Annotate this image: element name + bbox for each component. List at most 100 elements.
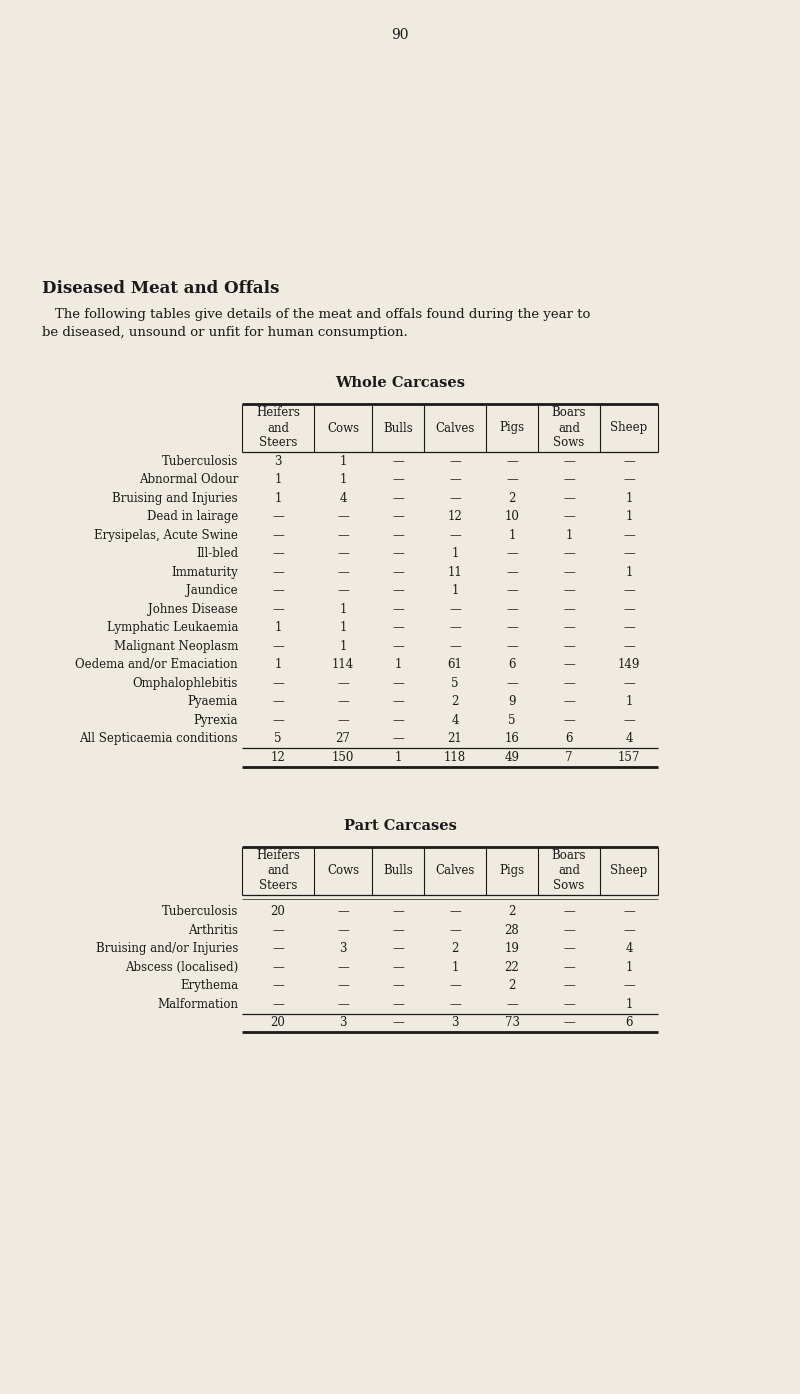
Text: 12: 12 (448, 510, 462, 523)
Text: Malignant Neoplasm: Malignant Neoplasm (114, 640, 238, 652)
Text: 27: 27 (335, 732, 350, 746)
Text: 2: 2 (508, 492, 516, 505)
Text: —: — (563, 979, 575, 993)
Text: —: — (392, 979, 404, 993)
Text: —: — (392, 640, 404, 652)
Text: —: — (392, 454, 404, 468)
Text: —: — (272, 942, 284, 955)
Text: Arthritis: Arthritis (188, 924, 238, 937)
Text: —: — (563, 640, 575, 652)
Text: —: — (449, 622, 461, 634)
Text: 2: 2 (451, 696, 458, 708)
Text: —: — (337, 510, 349, 523)
Text: —: — (272, 676, 284, 690)
Text: —: — (623, 528, 635, 542)
Text: Abnormal Odour: Abnormal Odour (138, 473, 238, 487)
Text: Bulls: Bulls (383, 864, 413, 877)
Text: —: — (392, 960, 404, 974)
Text: 49: 49 (505, 751, 519, 764)
Text: —: — (506, 640, 518, 652)
Text: Oedema and/or Emaciation: Oedema and/or Emaciation (75, 658, 238, 672)
Text: —: — (392, 696, 404, 708)
Text: —: — (392, 714, 404, 726)
Text: Calves: Calves (435, 421, 474, 435)
Text: —: — (337, 979, 349, 993)
Text: —: — (337, 696, 349, 708)
Text: The following tables give details of the meat and offals found during the year t: The following tables give details of the… (55, 308, 590, 321)
Text: 22: 22 (505, 960, 519, 974)
Text: —: — (563, 924, 575, 937)
Text: —: — (449, 602, 461, 616)
Text: —: — (623, 548, 635, 560)
Text: Boars
and
Sows: Boars and Sows (552, 407, 586, 449)
Text: —: — (392, 942, 404, 955)
Text: 1: 1 (451, 548, 458, 560)
Text: —: — (272, 640, 284, 652)
Text: —: — (449, 905, 461, 919)
Text: All Septicaemia conditions: All Septicaemia conditions (79, 732, 238, 746)
Text: —: — (563, 905, 575, 919)
Text: —: — (449, 924, 461, 937)
Text: —: — (506, 998, 518, 1011)
Text: —: — (449, 640, 461, 652)
Text: 3: 3 (451, 1016, 458, 1029)
Text: 20: 20 (270, 905, 286, 919)
Text: —: — (563, 602, 575, 616)
Text: —: — (392, 528, 404, 542)
Text: —: — (506, 584, 518, 597)
Text: —: — (623, 714, 635, 726)
Text: 1: 1 (566, 528, 573, 542)
Text: 4: 4 (626, 942, 633, 955)
Text: Pigs: Pigs (499, 421, 525, 435)
Text: —: — (506, 622, 518, 634)
Text: —: — (337, 528, 349, 542)
Text: —: — (623, 676, 635, 690)
Text: —: — (392, 732, 404, 746)
Text: —: — (449, 528, 461, 542)
Text: 157: 157 (618, 751, 640, 764)
Text: 6: 6 (508, 658, 516, 672)
Text: Johnes Disease: Johnes Disease (148, 602, 238, 616)
Text: —: — (337, 998, 349, 1011)
Text: Part Carcases: Part Carcases (343, 818, 457, 832)
Text: —: — (392, 1016, 404, 1029)
Text: —: — (506, 566, 518, 579)
Text: Whole Carcases: Whole Carcases (335, 376, 465, 390)
Text: 1: 1 (339, 622, 346, 634)
Text: —: — (449, 473, 461, 487)
Text: —: — (272, 979, 284, 993)
Text: Bulls: Bulls (383, 421, 413, 435)
Text: —: — (449, 979, 461, 993)
Text: —: — (623, 473, 635, 487)
Text: Sheep: Sheep (610, 864, 648, 877)
Text: —: — (392, 584, 404, 597)
Text: —: — (563, 622, 575, 634)
Text: Sheep: Sheep (610, 421, 648, 435)
Text: —: — (272, 696, 284, 708)
Text: Erythema: Erythema (180, 979, 238, 993)
Text: 90: 90 (391, 28, 409, 42)
Text: Omphalophlebitis: Omphalophlebitis (133, 676, 238, 690)
Text: —: — (337, 548, 349, 560)
Text: —: — (392, 924, 404, 937)
Text: —: — (563, 658, 575, 672)
Text: 21: 21 (448, 732, 462, 746)
Text: 1: 1 (508, 528, 516, 542)
Text: 6: 6 (626, 1016, 633, 1029)
Text: —: — (272, 584, 284, 597)
Text: Cows: Cows (327, 864, 359, 877)
Text: —: — (506, 548, 518, 560)
Text: —: — (623, 622, 635, 634)
Text: —: — (337, 566, 349, 579)
Text: —: — (506, 454, 518, 468)
Text: 11: 11 (448, 566, 462, 579)
Text: 73: 73 (505, 1016, 519, 1029)
Text: Heifers
and
Steers: Heifers and Steers (256, 407, 300, 449)
Text: Bruising and Injuries: Bruising and Injuries (112, 492, 238, 505)
Text: —: — (563, 548, 575, 560)
Text: 1: 1 (451, 584, 458, 597)
Text: 2: 2 (451, 942, 458, 955)
Text: 3: 3 (339, 1016, 346, 1029)
Text: Diseased Meat and Offals: Diseased Meat and Offals (42, 280, 279, 297)
Text: —: — (563, 454, 575, 468)
